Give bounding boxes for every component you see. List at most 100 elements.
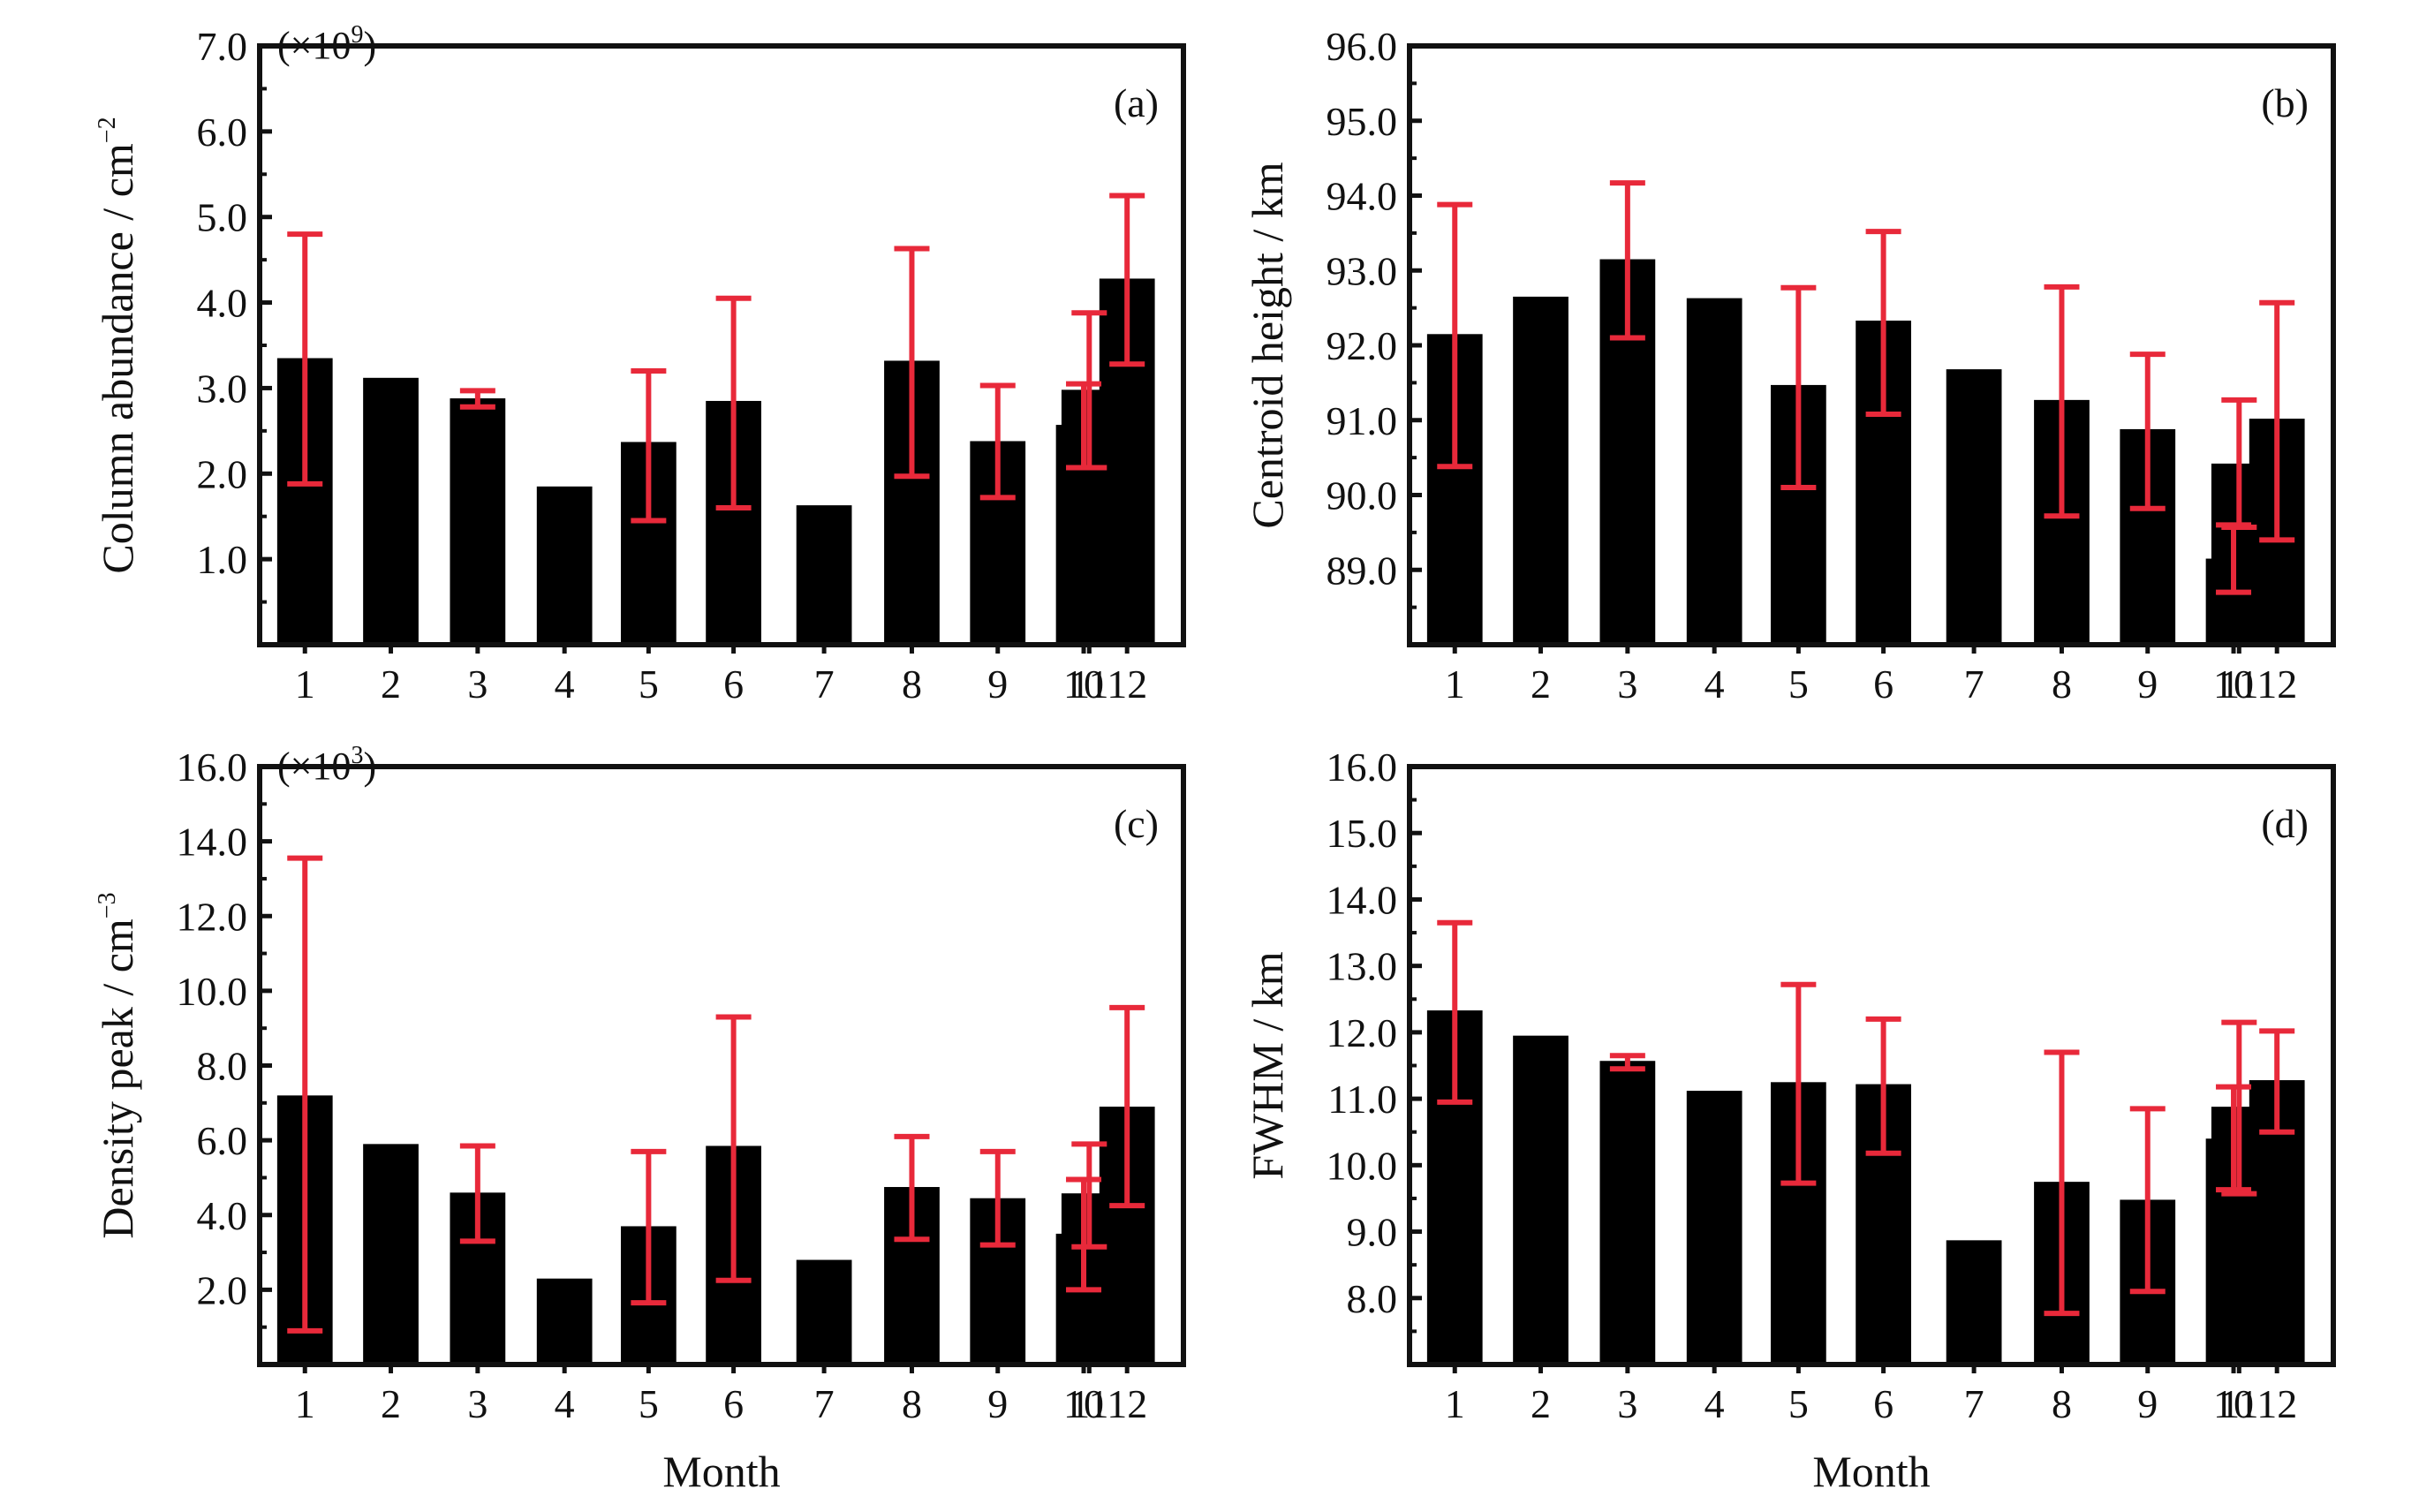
x-tick-label: 10 <box>1063 1381 1104 1426</box>
error-bar-month-6 <box>1865 1016 1901 1156</box>
y-tick-label: 8.0 <box>1347 1276 1398 1321</box>
x-tick-label: 1 <box>1445 1381 1465 1426</box>
x-tick-label: 7 <box>1964 662 1984 707</box>
y-tick-label: 4.0 <box>197 281 248 326</box>
y-tick-label: 10.0 <box>177 969 248 1014</box>
x-tick-label: 5 <box>639 662 659 707</box>
y-tick-label: 95.0 <box>1327 99 1398 144</box>
error-bar-month-9 <box>979 382 1016 501</box>
x-tick-label: 7 <box>814 1381 835 1426</box>
y-tick-label: 12.0 <box>1327 1010 1398 1055</box>
y-tick-label: 15.0 <box>1327 811 1398 856</box>
x-tick-label: 2 <box>381 1381 401 1426</box>
error-bar-month-6 <box>1865 229 1901 417</box>
x-tick-label: 9 <box>2137 1381 2158 1426</box>
x-tick-label: 2 <box>1531 1381 1551 1426</box>
y-tick-label: 6.0 <box>197 110 248 155</box>
bar-month-2 <box>363 1144 419 1365</box>
y-tick-label: 6.0 <box>197 1118 248 1163</box>
y-axis-title: Column abundance / cm−2 <box>93 117 142 573</box>
bar-month-4 <box>536 486 593 645</box>
bar-month-2 <box>1513 296 1568 645</box>
x-tick-label: 11 <box>2219 662 2258 707</box>
x-tick-label: 7 <box>814 662 835 707</box>
bar-month-3 <box>1599 1061 1656 1365</box>
error-bar-month-3 <box>1609 180 1645 341</box>
y-axis-title: Centroid height / km <box>1243 162 1292 528</box>
error-bar-month-3 <box>459 1143 495 1244</box>
x-tick-label: 11 <box>2219 1381 2258 1426</box>
x-tick-label: 6 <box>1873 662 1894 707</box>
x-tick-label: 2 <box>1531 662 1551 707</box>
x-tick-label: 11 <box>1070 662 1108 707</box>
x-tick-label: 4 <box>555 1381 575 1426</box>
error-bar-month-1 <box>1437 919 1473 1105</box>
x-tick-label: 6 <box>723 1381 744 1426</box>
panel-tag: (c) <box>1114 801 1159 846</box>
scale-multiplier: (×103) <box>277 742 376 788</box>
y-tick-label: 7.0 <box>197 24 248 69</box>
y-tick-label: 90.0 <box>1327 473 1398 518</box>
x-tick-label: 5 <box>639 1381 659 1426</box>
error-bar-month-9 <box>2129 352 2166 511</box>
error-bar-month-9 <box>2129 1106 2166 1295</box>
bar-month-4 <box>536 1278 593 1365</box>
error-bar-month-6 <box>715 1014 752 1283</box>
y-tick-label: 4.0 <box>197 1193 248 1238</box>
x-tick-label: 8 <box>2052 662 2072 707</box>
y-tick-label: 2.0 <box>197 1267 248 1312</box>
x-tick-label: 8 <box>2052 1381 2072 1426</box>
y-tick-label: 89.0 <box>1327 548 1398 593</box>
x-tick-label: 4 <box>555 662 575 707</box>
y-tick-label: 1.0 <box>197 537 248 582</box>
error-bar-month-5 <box>631 1148 667 1306</box>
error-bar-month-5 <box>1780 981 1817 1186</box>
error-bar-month-10 <box>2216 1084 2252 1193</box>
y-tick-label: 96.0 <box>1327 24 1398 69</box>
x-tick-label: 12 <box>1107 662 1147 707</box>
error-bar-month-12 <box>2259 1028 2295 1135</box>
x-tick-label: 12 <box>2256 1381 2297 1426</box>
x-tick-label: 10 <box>1063 662 1104 707</box>
y-tick-label: 91.0 <box>1327 398 1398 443</box>
error-bar-month-8 <box>2044 284 2080 519</box>
y-tick-label: 93.0 <box>1327 248 1398 293</box>
y-tick-label: 10.0 <box>1327 1143 1398 1188</box>
bar-month-4 <box>1686 1091 1742 1365</box>
y-tick-label: 11.0 <box>1327 1077 1397 1122</box>
x-tick-label: 2 <box>381 662 401 707</box>
bar-month-7 <box>796 1259 852 1365</box>
x-tick-label: 3 <box>1617 1381 1637 1426</box>
y-tick-label: 14.0 <box>177 820 248 865</box>
x-tick-label: 10 <box>2213 662 2254 707</box>
x-tick-label: 5 <box>1788 1381 1809 1426</box>
x-tick-label: 6 <box>723 662 744 707</box>
x-tick-label: 7 <box>1964 1381 1984 1426</box>
chart-panel-4: 8.09.010.011.012.013.014.015.016.01 2 3 4 5 6… <box>1243 745 2336 1496</box>
x-tick-label: 12 <box>2256 662 2297 707</box>
bar-month-7 <box>796 505 852 645</box>
x-tick-label: 10 <box>2213 1381 2254 1426</box>
bar-month-3 <box>450 398 506 645</box>
x-tick-label: 6 <box>1873 1381 1894 1426</box>
error-bar-month-11 <box>1071 310 1107 471</box>
bar-month-4 <box>1686 298 1742 645</box>
error-bar-month-3 <box>459 388 495 410</box>
y-tick-label: 9.0 <box>1347 1210 1398 1255</box>
chart-panel-2: 89.090.091.092.093.094.095.096.01 2 3 4 5 6 7 8… <box>1243 24 2336 707</box>
x-tick-label: 3 <box>467 1381 488 1426</box>
error-bar-month-5 <box>631 368 667 524</box>
x-tick-label: 9 <box>2137 662 2158 707</box>
y-tick-label: 3.0 <box>197 366 248 411</box>
x-axis-title: Month <box>1812 1447 1930 1496</box>
x-tick-label: 12 <box>1107 1381 1147 1426</box>
error-bar-month-9 <box>979 1148 1016 1248</box>
error-bar-month-8 <box>894 1133 930 1243</box>
error-bar-month-12 <box>2259 299 2295 543</box>
error-bar-month-12 <box>1109 193 1145 367</box>
error-bar-month-12 <box>1109 1004 1145 1209</box>
panel-tag: (d) <box>2261 801 2309 846</box>
error-bar-month-11 <box>2221 397 2257 530</box>
error-bar-month-3 <box>1609 1053 1645 1072</box>
error-bar-month-8 <box>2044 1049 2080 1317</box>
